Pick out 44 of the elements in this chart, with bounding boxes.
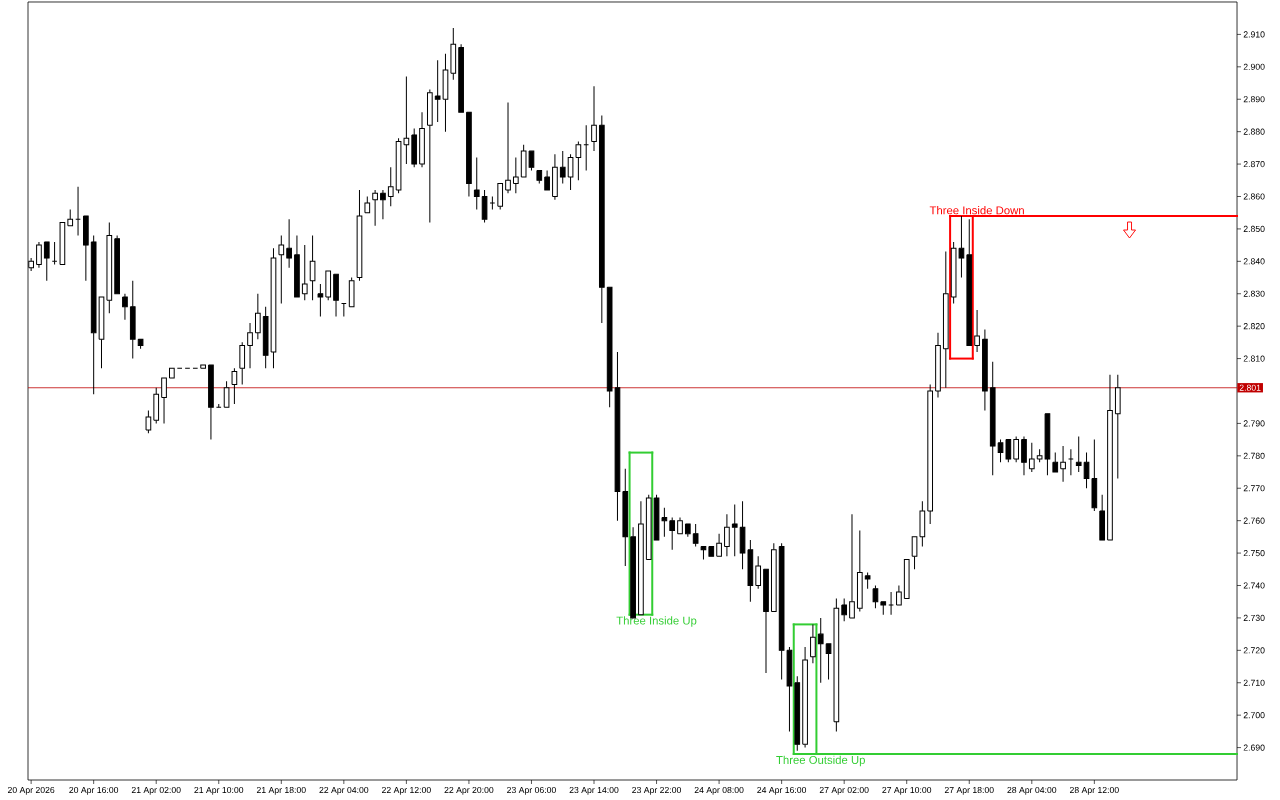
x-tick-label: 27 Apr 10:00 [882, 786, 932, 795]
x-tick-label: 22 Apr 20:00 [444, 786, 494, 795]
y-tick-label: 2.840 [1243, 258, 1265, 265]
x-tick-label: 23 Apr 14:00 [569, 786, 619, 795]
y-tick-label: 2.870 [1243, 161, 1265, 168]
y-tick-label: 2.810 [1243, 355, 1265, 362]
y-tick-label: 2.890 [1243, 96, 1265, 103]
x-tick-label: 22 Apr 04:00 [319, 786, 369, 795]
y-tick-label: 2.710 [1243, 679, 1265, 686]
y-tick-label: 2.770 [1243, 485, 1265, 492]
x-tick-label: 27 Apr 02:00 [819, 786, 869, 795]
ref-line-label: 2.801 [1239, 384, 1261, 391]
x-tick-label: 21 Apr 10:00 [194, 786, 244, 795]
y-tick-label: 2.750 [1243, 550, 1265, 557]
y-tick-label: 2.850 [1243, 225, 1265, 232]
annotation: Three Outside Up [776, 755, 865, 767]
y-tick-label: 2.780 [1243, 452, 1265, 459]
y-tick-label: 2.900 [1243, 63, 1265, 70]
x-tick-label: 21 Apr 18:00 [256, 786, 306, 795]
annotation: Three Inside Down [929, 206, 1024, 215]
y-tick-label: 2.720 [1243, 647, 1265, 654]
y-tick-label: 2.700 [1243, 712, 1265, 719]
y-tick-label: 2.910 [1243, 31, 1265, 38]
y-tick-label: 2.790 [1243, 420, 1265, 427]
y-tick-label: 2.860 [1243, 193, 1265, 200]
x-tick-label: 22 Apr 12:00 [382, 786, 431, 795]
y-tick-label: 2.820 [1243, 323, 1265, 330]
annotation: Three Inside Up [616, 616, 697, 627]
y-tick-label: 2.730 [1243, 614, 1265, 621]
y-tick-label: 2.690 [1243, 744, 1265, 751]
x-tick-label: 23 Apr 22:00 [632, 786, 682, 795]
x-tick-label: 21 Apr 02:00 [131, 786, 181, 795]
y-tick-label: 2.760 [1243, 517, 1265, 524]
x-tick-label: 28 Apr 04:00 [1007, 786, 1057, 795]
x-tick-label: 27 Apr 18:00 [944, 786, 994, 795]
x-tick-label: 20 Apr 2026 [7, 786, 55, 795]
y-tick-label: 2.740 [1243, 582, 1265, 589]
y-tick-label: 2.830 [1243, 290, 1265, 297]
x-tick-label: 20 Apr 16:00 [69, 786, 119, 795]
x-tick-label: 23 Apr 06:00 [507, 786, 556, 795]
x-tick-label: 28 Apr 12:00 [1069, 786, 1119, 795]
x-tick-label: 24 Apr 16:00 [757, 786, 807, 795]
y-tick-label: 2.880 [1243, 128, 1265, 135]
x-tick-label: 24 Apr 08:00 [694, 786, 744, 795]
